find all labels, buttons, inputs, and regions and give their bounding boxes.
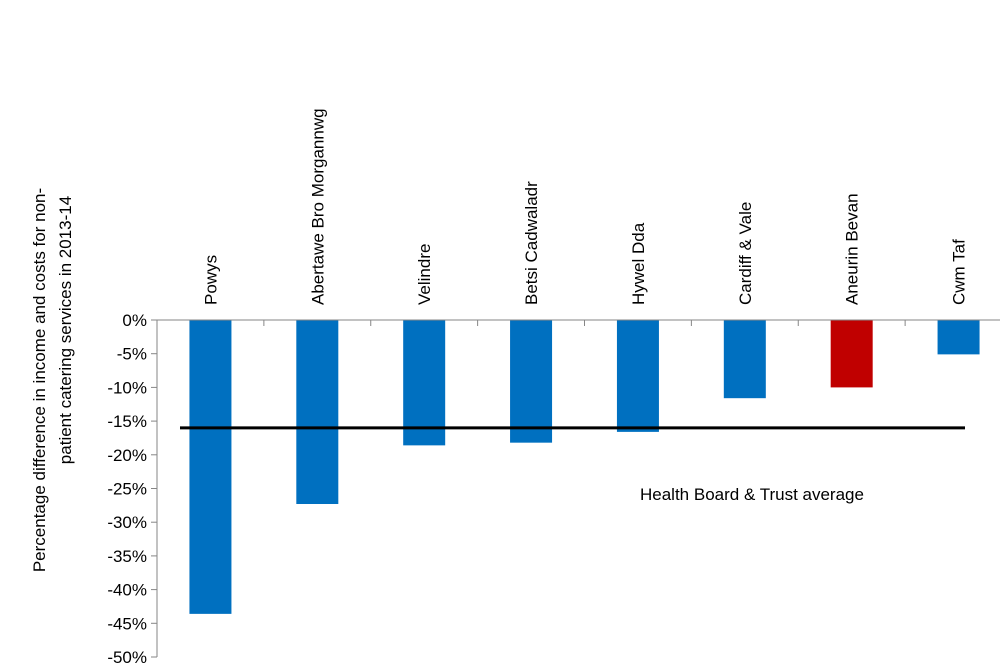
y-tick-label: 0% (122, 311, 147, 330)
category-labels: Powys Abertawe Bro Morgannwg Velindre Betsi… (201, 108, 968, 305)
y-tick-label: -40% (107, 581, 147, 600)
y-tick-label: -50% (107, 648, 147, 666)
y-axis-title: Percentage difference in income and cost… (30, 188, 75, 572)
average-line-group: Health Board & Trust average (180, 426, 965, 504)
bar (403, 320, 446, 446)
category-label: Cwm Taf (950, 239, 969, 305)
category-label: Aneurin Bevan (843, 193, 862, 305)
category-label: Cardiff & Vale (736, 202, 755, 305)
y-axis: 0% -5% -10% -15% -20% -25% -30% -35% -40% -45% -50… (107, 311, 158, 666)
y-tick-label: -5% (117, 345, 147, 364)
category-label: Powys (201, 255, 220, 305)
bar (723, 320, 766, 399)
category-label: Abertawe Bro Morgannwg (308, 108, 327, 305)
average-label: Health Board & Trust average (640, 485, 864, 504)
bar (937, 320, 980, 355)
y-axis-title-line-1: Percentage difference in income and cost… (30, 188, 49, 572)
y-tick-label: -30% (107, 513, 147, 532)
bar (616, 320, 659, 432)
bar (830, 320, 873, 388)
y-tick-label: -20% (107, 446, 147, 465)
y-axis-title-line-2: patient catering services in 2013-14 (56, 196, 75, 464)
y-tick-label: -10% (107, 378, 147, 397)
category-label: Velindre (415, 244, 434, 305)
category-label: Betsi Cadwaladr (522, 181, 541, 305)
y-tick-label: -25% (107, 480, 147, 499)
y-tick-label: -35% (107, 547, 147, 566)
bars (189, 320, 980, 614)
bar (296, 320, 339, 505)
bar (510, 320, 553, 443)
x-axis (156, 319, 1000, 326)
y-tick-label: -45% (107, 614, 147, 633)
y-tick-label: -15% (107, 412, 147, 431)
bar (189, 320, 232, 614)
category-label: Hywel Dda (629, 222, 648, 305)
